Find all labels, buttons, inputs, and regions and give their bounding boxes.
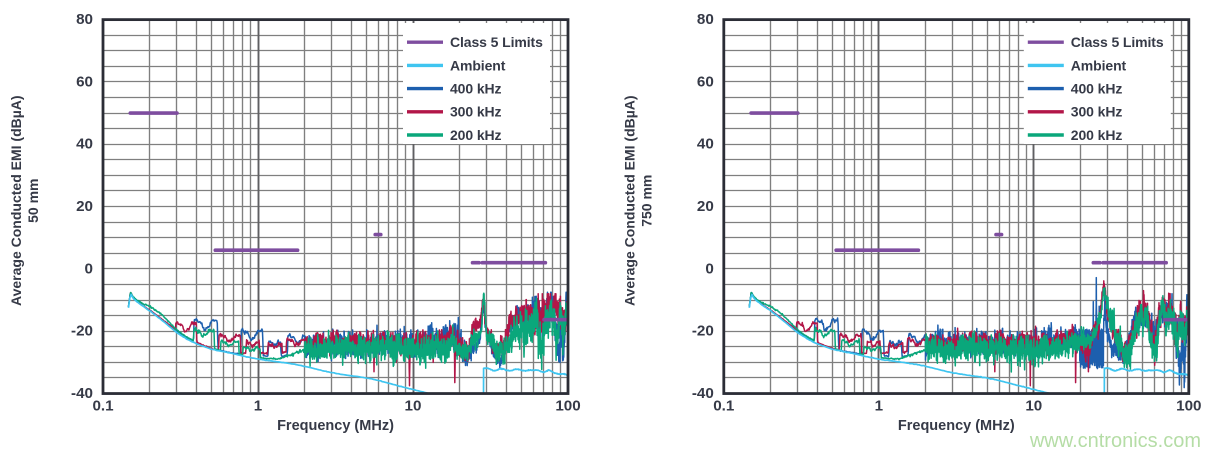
svg-text:0: 0	[85, 260, 93, 277]
svg-text:60: 60	[697, 73, 714, 90]
svg-text:Frequency (MHz): Frequency (MHz)	[898, 418, 1015, 434]
svg-text:-20: -20	[692, 323, 714, 340]
svg-text:60: 60	[76, 73, 93, 90]
svg-text:300 kHz: 300 kHz	[1071, 104, 1123, 120]
svg-text:www.cntronics.com: www.cntronics.com	[1029, 430, 1201, 452]
svg-text:-40: -40	[71, 385, 93, 402]
svg-text:400 kHz: 400 kHz	[450, 81, 502, 97]
svg-text:80: 80	[697, 11, 714, 28]
svg-text:40: 40	[697, 136, 714, 153]
svg-text:Average Conducted EMI (dBµA): Average Conducted EMI (dBµA)	[8, 95, 24, 306]
svg-text:200 kHz: 200 kHz	[1071, 127, 1123, 143]
svg-text:Class 5 Limits: Class 5 Limits	[450, 34, 543, 50]
svg-text:-20: -20	[71, 323, 93, 340]
svg-text:10: 10	[1025, 398, 1042, 415]
svg-text:Class 5 Limits: Class 5 Limits	[1071, 34, 1164, 50]
svg-text:40: 40	[76, 136, 93, 153]
svg-text:100: 100	[1176, 398, 1201, 415]
svg-text:Ambient: Ambient	[1071, 57, 1127, 73]
svg-text:20: 20	[697, 198, 714, 215]
svg-text:100: 100	[555, 398, 580, 415]
svg-text:1: 1	[875, 398, 884, 415]
svg-text:-40: -40	[692, 385, 714, 402]
svg-text:400 kHz: 400 kHz	[1071, 81, 1123, 97]
svg-text:50 mm: 50 mm	[25, 179, 41, 223]
svg-text:200 kHz: 200 kHz	[450, 127, 502, 143]
svg-text:10: 10	[405, 398, 422, 415]
svg-text:Frequency (MHz): Frequency (MHz)	[277, 418, 394, 434]
svg-text:300 kHz: 300 kHz	[450, 104, 502, 120]
svg-text:0.1: 0.1	[92, 398, 114, 415]
svg-text:750 mm: 750 mm	[639, 175, 655, 227]
svg-text:0.1: 0.1	[713, 398, 735, 415]
svg-text:20: 20	[76, 198, 93, 215]
svg-text:80: 80	[76, 11, 93, 28]
svg-text:Average Conducted EMI (dBµA): Average Conducted EMI (dBµA)	[622, 95, 638, 306]
svg-text:0: 0	[705, 260, 713, 277]
svg-text:1: 1	[254, 398, 263, 415]
svg-text:Ambient: Ambient	[450, 57, 506, 73]
